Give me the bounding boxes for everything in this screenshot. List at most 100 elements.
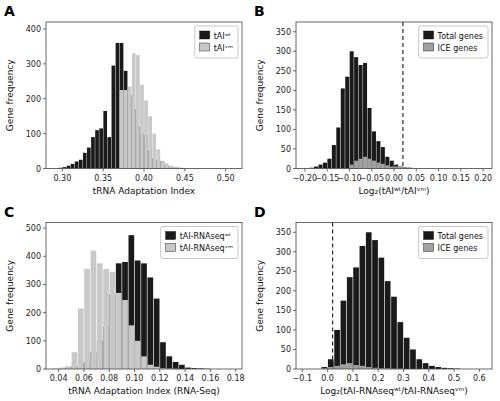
bar (394, 165, 398, 169)
bar (391, 297, 397, 369)
bar (381, 147, 385, 168)
bar (91, 251, 97, 369)
panel: 0.040.060.080.100.120.140.160.1801002003… (4, 204, 245, 397)
x-tick-label: 0.35 (94, 174, 112, 183)
y-tick (293, 148, 296, 149)
series (322, 363, 404, 369)
bar (376, 163, 380, 169)
y-tick (43, 340, 46, 341)
x-tick-label: 0.00 (385, 174, 403, 183)
bar (350, 165, 354, 169)
x-tick (185, 369, 186, 372)
y-axis-label: Gene frequency (255, 259, 265, 331)
bar (152, 134, 156, 169)
y-tick-label: 50 (281, 145, 291, 154)
bar (99, 128, 103, 168)
legend-swatch (424, 31, 434, 39)
x-tick (403, 369, 404, 372)
bar (410, 349, 416, 369)
bar (141, 356, 147, 369)
x-tick-label: −0.05 (359, 174, 384, 183)
bar (327, 159, 331, 169)
y-tick-label: 0 (36, 165, 41, 174)
bar (91, 137, 95, 168)
x-tick (109, 369, 110, 372)
x-tick-label: 0.12 (151, 374, 169, 383)
y-tick (293, 129, 296, 130)
bar (366, 232, 372, 369)
bar (144, 100, 148, 168)
bar (345, 77, 349, 169)
bar (179, 365, 185, 369)
x-tick (378, 369, 379, 372)
bar (347, 363, 353, 369)
x-tick (483, 169, 484, 172)
bar (107, 137, 111, 168)
bar (381, 164, 385, 169)
bar (341, 364, 347, 369)
bar (140, 85, 144, 169)
bar (122, 300, 128, 369)
panel: −0.10.00.10.20.30.40.50.6050100150200250… (254, 204, 492, 397)
x-tick-label: 0.05 (407, 174, 425, 183)
bar (379, 258, 385, 369)
bar (67, 166, 71, 169)
bar (332, 145, 336, 168)
y-tick-label: 200 (26, 309, 41, 318)
bar (129, 235, 135, 369)
bar (124, 71, 128, 169)
legend-swatch (424, 244, 434, 252)
y-tick (293, 31, 296, 32)
x-tick-label: 0.10 (126, 374, 144, 383)
x-tick (416, 169, 417, 172)
legend-swatch (424, 232, 434, 240)
x-tick-label: 0.20 (474, 174, 492, 183)
bar (160, 342, 166, 369)
x-tick-label: −0.15 (315, 174, 340, 183)
x-tick (460, 169, 461, 172)
bar (83, 153, 87, 169)
x-tick (304, 169, 305, 172)
x-tick-label: 0.08 (100, 374, 118, 383)
legend-label: tAI-RNAseqᵛᵐ (180, 244, 233, 253)
bar (154, 299, 160, 369)
x-tick-label: 0.0 (321, 374, 334, 383)
bar (318, 165, 322, 169)
bar (129, 325, 135, 369)
x-tick (327, 369, 328, 372)
legend-frame (161, 227, 238, 259)
legend-swatch (166, 244, 176, 252)
bar (103, 269, 109, 369)
y-tick (293, 369, 296, 370)
bar (390, 161, 394, 169)
x-tick-label: 0.40 (135, 174, 153, 183)
bar (135, 341, 141, 369)
x-tick (349, 169, 350, 172)
plot-frame (46, 223, 242, 370)
x-tick (327, 169, 328, 172)
x-tick (62, 169, 63, 172)
panel-label: C (4, 204, 14, 220)
y-tick-label: 200 (26, 95, 41, 104)
y-tick (293, 51, 296, 52)
bar (336, 127, 340, 168)
y-tick-label: 400 (26, 252, 41, 261)
y-tick (293, 290, 296, 291)
y-tick-label: 300 (26, 60, 41, 69)
y-axis-label: Gene frequency (255, 59, 265, 131)
bar (360, 246, 366, 369)
bar (161, 162, 165, 169)
bar (71, 164, 75, 169)
y-tick (43, 133, 46, 134)
y-tick (293, 349, 296, 350)
plot-frame (296, 223, 492, 370)
legend: tAI-RNAseqʷᵗ tAI-RNAseqᵛᵐ (161, 227, 238, 259)
x-tick-label: 0.30 (53, 174, 71, 183)
y-axis-label: Gene frequency (5, 59, 15, 131)
y-tick-label: 150 (276, 106, 291, 115)
y-tick (293, 109, 296, 110)
x-tick-label: 0.16 (201, 374, 219, 383)
plot-area (58, 43, 188, 169)
legend-label: tAI-RNAseqʷᵗ (180, 232, 232, 241)
bar (84, 269, 90, 369)
